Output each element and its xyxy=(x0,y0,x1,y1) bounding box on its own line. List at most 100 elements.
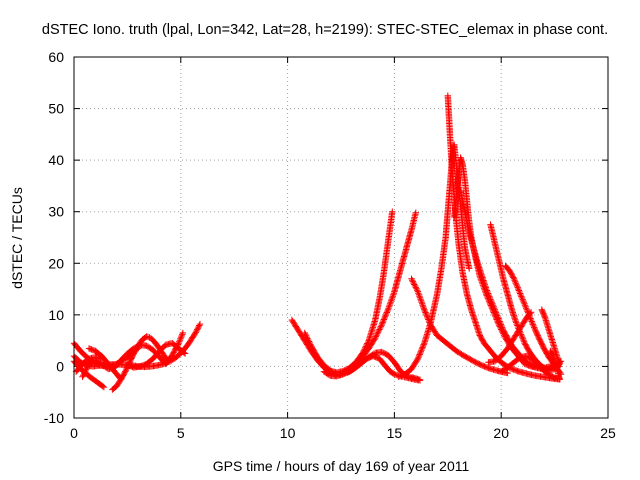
data-point xyxy=(176,337,184,344)
data-point xyxy=(181,350,189,357)
data-point xyxy=(522,303,529,310)
data-point xyxy=(530,322,537,330)
data-point xyxy=(122,367,130,374)
data-point xyxy=(304,335,311,342)
data-point xyxy=(516,288,523,296)
x-axis-label: GPS time / hours of day 169 of year 2011 xyxy=(213,458,470,474)
data-point xyxy=(489,302,497,309)
data-point xyxy=(306,339,313,347)
data-point xyxy=(383,310,390,318)
data-point xyxy=(302,332,310,339)
data-point xyxy=(380,316,388,323)
data-point xyxy=(176,338,183,345)
data-points xyxy=(70,92,565,393)
data-point xyxy=(419,342,427,350)
x-tick-label: 20 xyxy=(493,425,509,441)
data-point xyxy=(426,320,434,327)
data-point xyxy=(305,336,312,344)
data-point xyxy=(422,334,430,341)
data-point xyxy=(489,300,496,307)
data-point xyxy=(515,285,522,293)
data-point xyxy=(302,331,309,338)
data-point xyxy=(424,314,431,322)
data-point xyxy=(418,347,425,354)
x-tick-label: 0 xyxy=(70,425,78,441)
data-point xyxy=(483,287,491,294)
data-point xyxy=(512,280,519,287)
data-point xyxy=(194,326,201,333)
x-tick-label: 15 xyxy=(387,425,403,441)
data-point xyxy=(513,320,520,328)
data-point xyxy=(521,302,529,309)
data-point xyxy=(486,293,493,300)
data-point xyxy=(415,354,422,361)
data-point xyxy=(196,320,204,328)
data-point xyxy=(377,323,385,330)
data-point xyxy=(386,300,394,307)
data-point xyxy=(471,316,478,323)
data-point xyxy=(517,291,524,299)
point-series xyxy=(547,347,564,383)
data-point xyxy=(390,291,397,298)
data-point xyxy=(498,324,506,331)
data-point xyxy=(417,296,424,303)
data-point xyxy=(380,317,387,325)
data-point xyxy=(179,329,187,337)
data-point xyxy=(421,307,429,315)
data-point xyxy=(519,334,526,341)
data-point xyxy=(418,345,426,352)
data-point xyxy=(303,334,310,341)
y-axis-label: dSTEC / TECUs xyxy=(9,187,25,289)
data-point xyxy=(523,305,530,312)
data-point xyxy=(495,315,502,322)
data-point xyxy=(508,306,516,313)
data-point xyxy=(417,297,425,304)
data-point xyxy=(410,279,417,287)
data-point xyxy=(520,337,527,344)
data-point xyxy=(416,294,424,301)
x-tick-label: 25 xyxy=(600,425,616,441)
data-point xyxy=(513,319,520,326)
data-point xyxy=(195,323,202,331)
data-point xyxy=(491,305,498,312)
chart-title: dSTEC Iono. truth (lpal, Lon=342, Lat=28… xyxy=(42,22,608,38)
data-point xyxy=(301,329,308,337)
data-point xyxy=(497,321,505,328)
data-point xyxy=(520,338,528,345)
data-point xyxy=(169,351,176,359)
data-point xyxy=(385,305,392,312)
data-point xyxy=(514,284,521,291)
point-series xyxy=(85,345,125,383)
data-point xyxy=(372,334,379,342)
data-point xyxy=(417,349,424,357)
data-point xyxy=(379,319,386,326)
data-point xyxy=(523,306,530,313)
data-point xyxy=(386,302,393,309)
data-point xyxy=(415,290,422,297)
data-point xyxy=(498,322,505,330)
data-point xyxy=(420,341,427,348)
data-point xyxy=(487,297,495,305)
data-point xyxy=(515,287,523,294)
y-tick-label: 60 xyxy=(48,49,64,65)
data-point xyxy=(408,275,415,282)
data-point xyxy=(484,288,491,296)
data-point xyxy=(497,319,504,327)
data-point xyxy=(520,299,527,306)
data-point xyxy=(375,327,382,335)
y-tick-label: 20 xyxy=(48,255,64,271)
data-point xyxy=(527,316,535,324)
data-point xyxy=(484,290,492,297)
data-point xyxy=(490,303,497,310)
data-point xyxy=(531,325,538,333)
data-point xyxy=(518,332,525,340)
data-point xyxy=(519,296,526,303)
point-series xyxy=(538,306,564,368)
y-tick-label: 30 xyxy=(48,204,64,220)
data-point xyxy=(486,294,494,302)
data-point xyxy=(99,383,106,390)
data-point xyxy=(426,319,433,326)
data-point xyxy=(423,312,430,319)
data-point xyxy=(79,373,86,380)
